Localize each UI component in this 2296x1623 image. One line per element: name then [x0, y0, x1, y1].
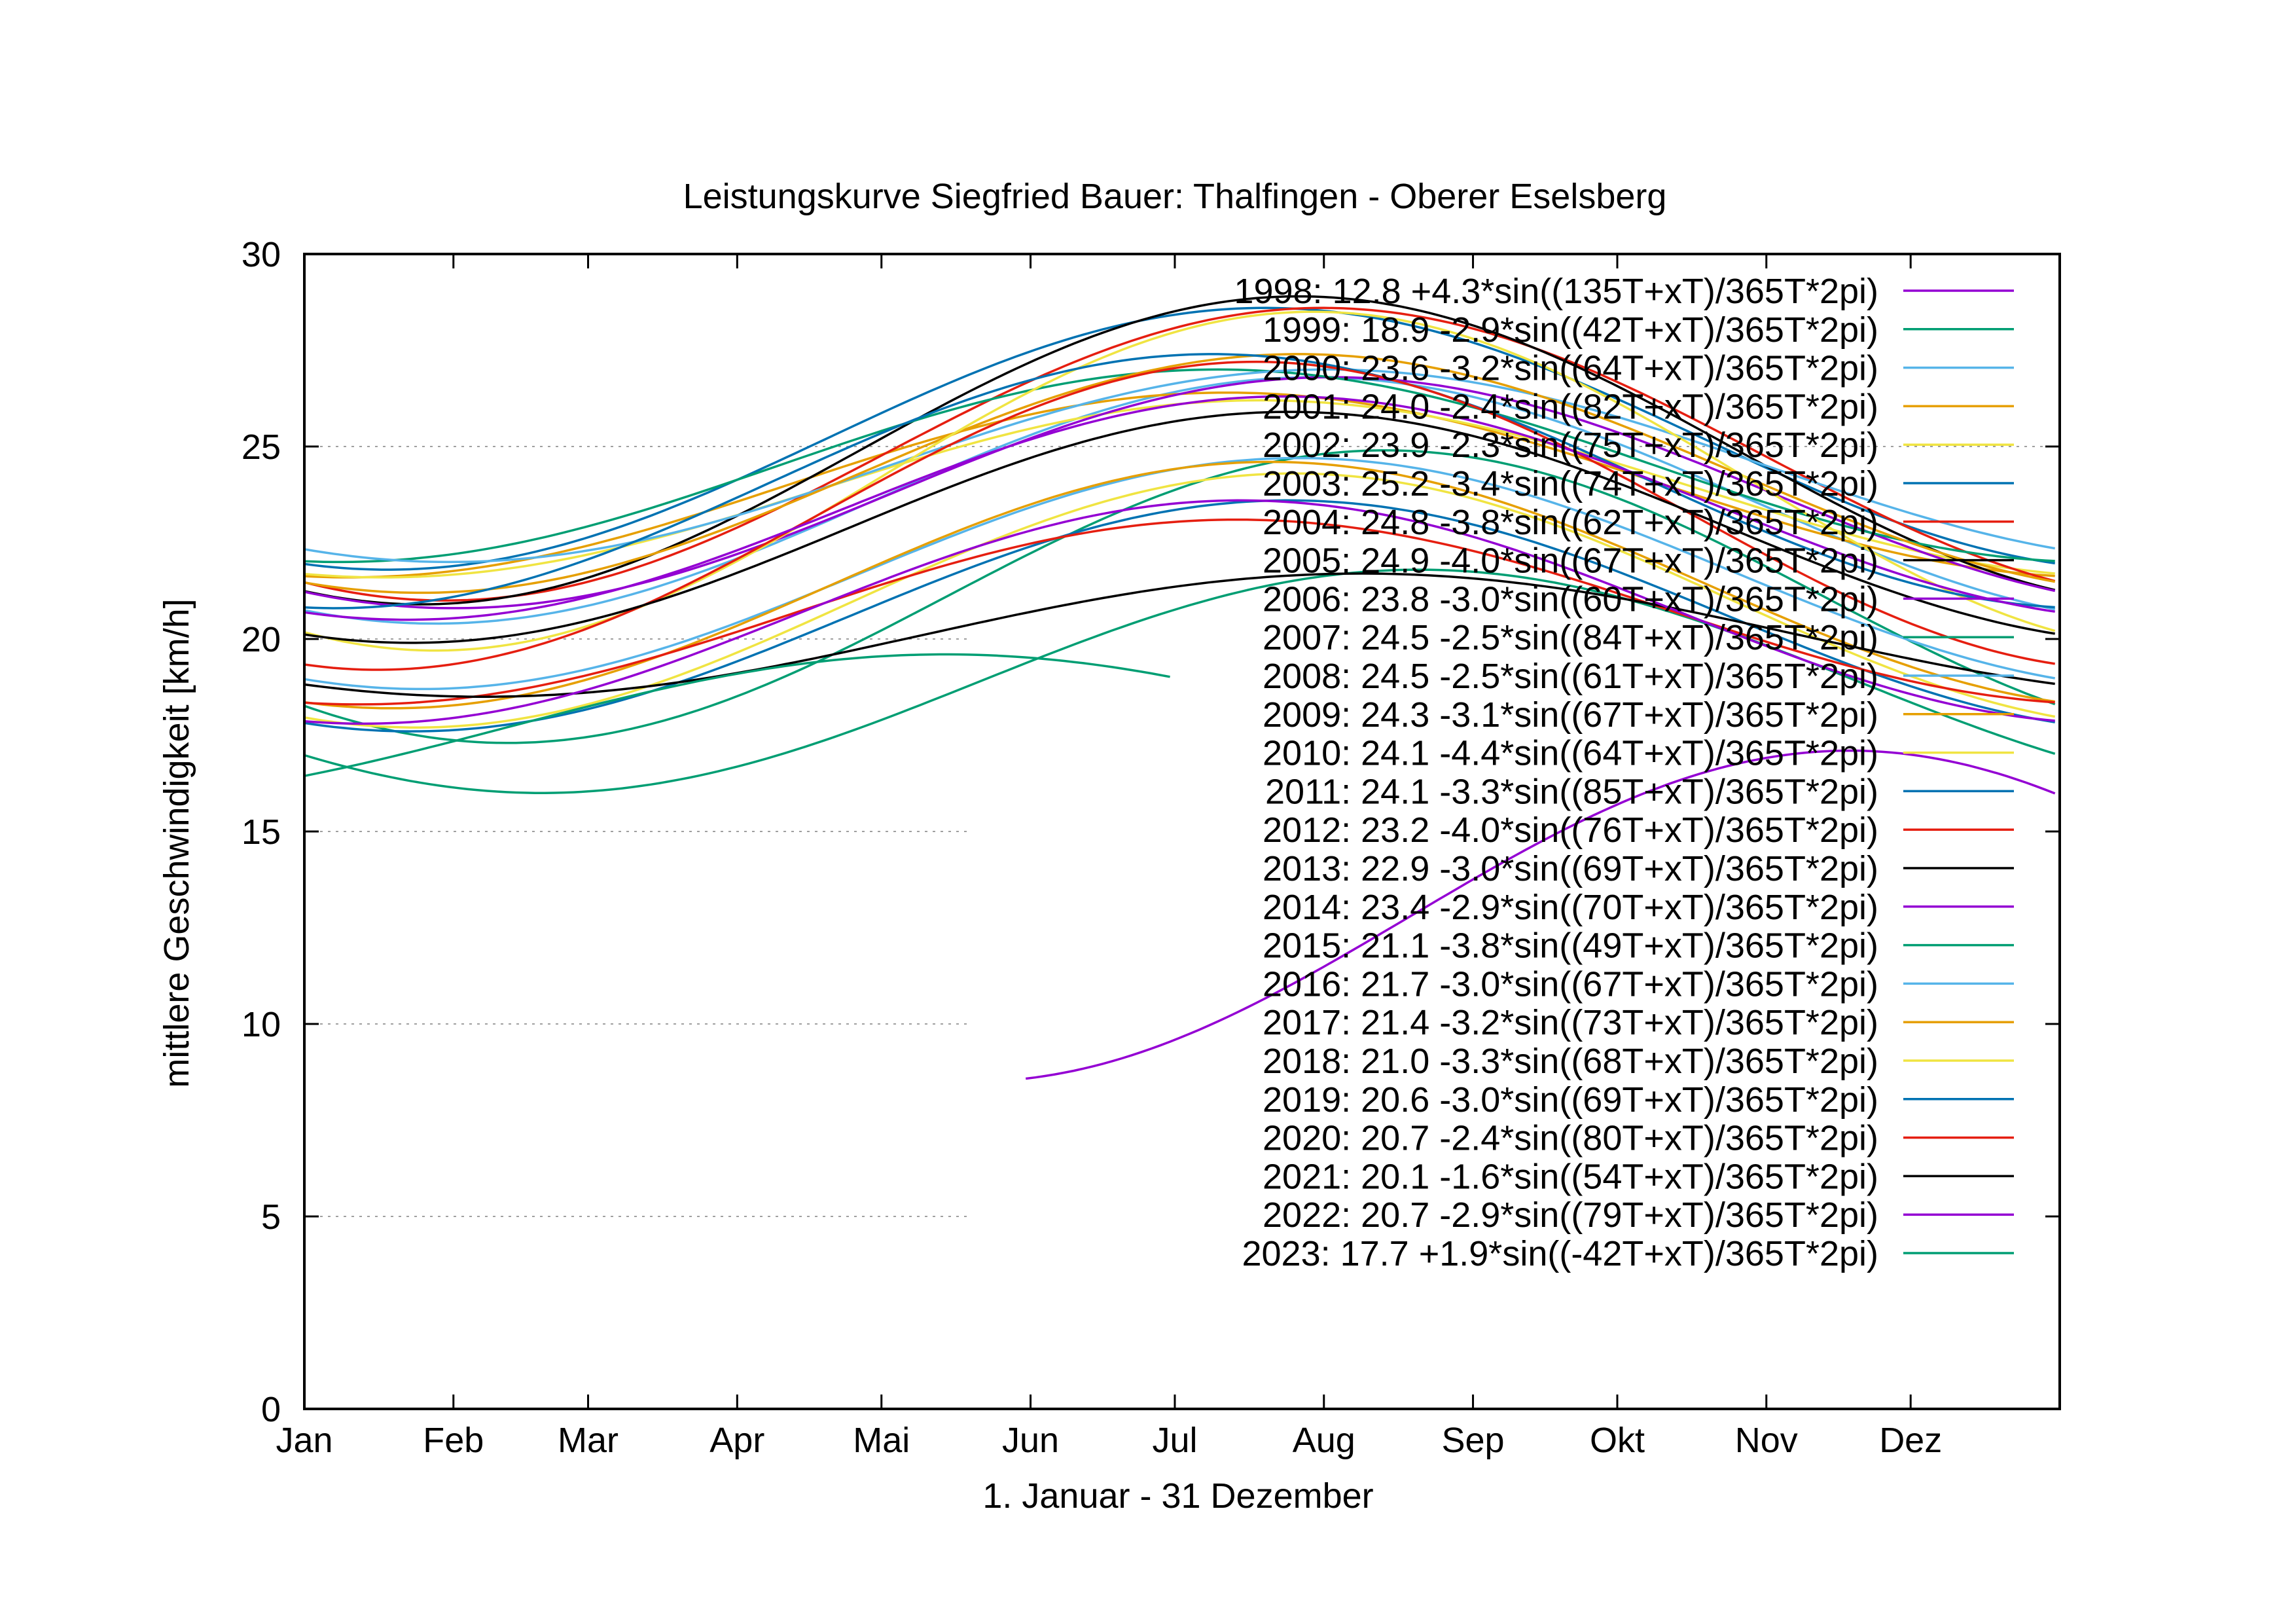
legend-label: 2004: 24.8 -3.8*sin((62T+xT)/365T*2pi)	[1263, 503, 1878, 542]
legend-label: 2018: 21.0 -3.3*sin((68T+xT)/365T*2pi)	[1263, 1042, 1878, 1081]
legend-label: 2009: 24.3 -3.1*sin((67T+xT)/365T*2pi)	[1263, 695, 1878, 735]
legend-label: 2007: 24.5 -2.5*sin((84T+xT)/365T*2pi)	[1263, 618, 1878, 657]
x-tick-label: Aug	[1293, 1421, 1355, 1460]
y-tick-label: 25	[242, 428, 281, 467]
legend-label: 2017: 21.4 -3.2*sin((73T+xT)/365T*2pi)	[1263, 1003, 1878, 1042]
axis-ticks: 0 5 10 15 20 25 30 Jan Feb Mar Apr Mai Jun Jul Aug Sep O…	[242, 235, 2060, 1460]
y-tick-label: 0	[261, 1390, 281, 1429]
legend-label: 2015: 21.1 -3.8*sin((49T+xT)/365T*2pi)	[1263, 926, 1878, 966]
series-line-25	[304, 653, 1170, 777]
series-line-23	[304, 572, 2055, 698]
series-line-20	[304, 472, 2056, 729]
grid-lines	[304, 446, 2060, 1217]
series-line-15	[304, 410, 2055, 644]
series-line-12	[304, 310, 2056, 652]
series-line-9	[304, 368, 2055, 564]
x-tick-label: Feb	[423, 1421, 484, 1460]
series-line-16	[304, 395, 2055, 621]
legend-label: 2019: 20.6 -3.0*sin((69T+xT)/365T*2pi)	[1263, 1080, 1878, 1120]
series-line-11	[304, 353, 2056, 594]
legend-label: 2002: 23.9 -2.3*sin((75T+xT)/365T*2pi)	[1263, 426, 1878, 465]
series-line-17	[304, 449, 2056, 744]
x-tick-label: Mar	[558, 1421, 619, 1460]
series-line-14	[304, 360, 2055, 671]
y-tick-label: 5	[261, 1197, 281, 1237]
legend-label: 2010: 24.1 -4.4*sin((64T+xT)/365T*2pi)	[1263, 734, 1878, 773]
legend-label: 2012: 23.2 -4.0*sin((76T+xT)/365T*2pi)	[1263, 811, 1878, 850]
legend-label: 2011: 24.1 -3.3*sin((85T+xT)/365T*2pi)	[1265, 772, 1878, 811]
y-axis-label: mittlere Geschwindigkeit [km/h]	[157, 598, 196, 1087]
series-line-6	[304, 306, 2056, 602]
legend-label: 2001: 24.0 -2.4*sin((82T+xT)/365T*2pi)	[1263, 387, 1878, 426]
legend-label: 2020: 20.7 -2.4*sin((80T+xT)/365T*2pi)	[1263, 1119, 1878, 1158]
legend-label: 1998: 12.8 +4.3*sin((135T+xT)/365T*2pi)	[1234, 272, 1878, 311]
legend: 1998: 12.8 +4.3*sin((135T+xT)/365T*2pi)1…	[1234, 272, 2014, 1273]
legend-label: 2005: 24.9 -4.0*sin((67T+xT)/365T*2pi)	[1263, 541, 1878, 581]
legend-label: 2008: 24.5 -2.5*sin((61T+xT)/365T*2pi)	[1263, 657, 1878, 696]
x-tick-label: Jun	[1002, 1421, 1059, 1460]
legend-label: 2016: 21.7 -3.0*sin((67T+xT)/365T*2pi)	[1263, 964, 1878, 1004]
plot-frame	[303, 253, 2061, 1410]
x-tick-label: Okt	[1590, 1421, 1645, 1460]
x-tick-label: Apr	[709, 1421, 764, 1460]
series-lines	[304, 295, 2056, 1080]
x-tick-label: Jan	[276, 1421, 332, 1460]
series-line-5	[304, 306, 2055, 571]
x-tick-label: Nov	[1735, 1421, 1798, 1460]
legend-label: 2021: 20.1 -1.6*sin((54T+xT)/365T*2pi)	[1263, 1157, 1878, 1196]
x-axis-label: 1. Januar - 31 Dezember	[982, 1476, 1373, 1516]
legend-label: 2014: 23.4 -2.9*sin((70T+xT)/365T*2pi)	[1263, 888, 1878, 927]
legend-label: 2023: 17.7 +1.9*sin((-42T+xT)/365T*2pi)	[1242, 1234, 1878, 1273]
chart-title: Leistungskurve Siegfried Bauer: Thalfing…	[683, 177, 1667, 216]
legend-label: 2022: 20.7 -2.9*sin((79T+xT)/365T*2pi)	[1263, 1195, 1878, 1235]
x-tick-label: Mai	[853, 1421, 910, 1460]
y-tick-label: 20	[242, 620, 281, 659]
x-tick-label: Sep	[1442, 1421, 1505, 1460]
legend-label: 2013: 22.9 -3.0*sin((69T+xT)/365T*2pi)	[1263, 849, 1878, 888]
legend-label: 2006: 23.8 -3.0*sin((60T+xT)/365T*2pi)	[1263, 579, 1878, 619]
legend-label: 1999: 18.9 -2.9*sin((42T+xT)/365T*2pi)	[1263, 310, 1878, 350]
series-line-24	[304, 499, 2055, 725]
series-line-8	[304, 376, 2056, 610]
series-line-10	[304, 368, 2056, 564]
series-line-21	[304, 499, 2055, 733]
y-tick-label: 30	[242, 235, 281, 274]
legend-label: 2000: 23.6 -3.2*sin((64T+xT)/365T*2pi)	[1263, 349, 1878, 388]
series-line-0	[1025, 749, 2056, 1080]
series-line-19	[304, 460, 2055, 710]
y-tick-label: 10	[242, 1005, 281, 1044]
series-line-13	[304, 353, 2055, 610]
series-line-2	[304, 376, 2056, 625]
legend-label: 2003: 25.2 -3.4*sin((74T+xT)/365T*2pi)	[1263, 464, 1878, 503]
y-tick-label: 15	[242, 812, 281, 852]
x-tick-label: Jul	[1152, 1421, 1197, 1460]
series-line-22	[304, 518, 2055, 706]
x-tick-label: Dez	[1879, 1421, 1942, 1460]
